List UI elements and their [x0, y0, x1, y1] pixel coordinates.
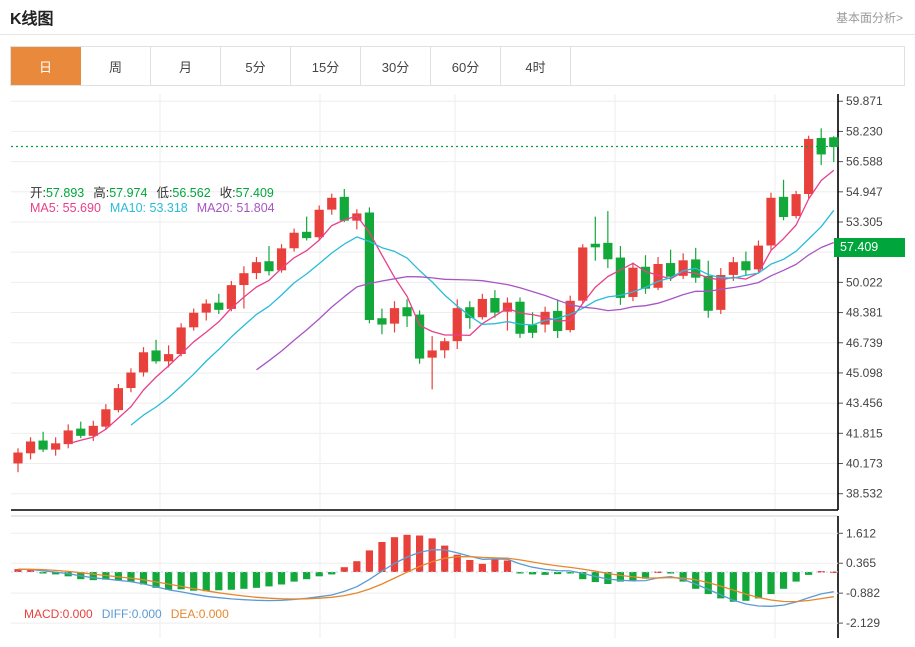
timeframe-tabbar: 日 周 月 5分 15分 30分 60分 4时 [10, 46, 905, 86]
current-price-badge: 57.409 [834, 238, 905, 257]
svg-text:53.305: 53.305 [846, 215, 883, 229]
tab-4hour[interactable]: 4时 [501, 47, 571, 85]
candlestick-chart-canvas[interactable]: 59.87158.23056.58854.94753.30551.66450.0… [10, 86, 915, 638]
fundamental-analysis-link[interactable]: 基本面分析> [835, 10, 903, 25]
svg-text:54.947: 54.947 [846, 185, 883, 199]
svg-text:48.381: 48.381 [846, 306, 883, 320]
tab-60min[interactable]: 60分 [431, 47, 501, 85]
svg-text:50.022: 50.022 [846, 275, 883, 289]
svg-text:56.588: 56.588 [846, 155, 883, 169]
svg-text:46.739: 46.739 [846, 336, 883, 350]
page-header: K线图 基本面分析> [0, 0, 915, 35]
svg-text:40.173: 40.173 [846, 457, 883, 471]
svg-text:-2.129: -2.129 [846, 616, 880, 630]
chart-area[interactable]: 59.87158.23056.58854.94753.30551.66450.0… [10, 86, 915, 638]
tab-week[interactable]: 周 [81, 47, 151, 85]
tabbar-filler [571, 47, 904, 85]
tab-day[interactable]: 日 [11, 47, 81, 85]
tab-month[interactable]: 月 [151, 47, 221, 85]
tab-15min[interactable]: 15分 [291, 47, 361, 85]
tab-5min[interactable]: 5分 [221, 47, 291, 85]
tab-30min[interactable]: 30分 [361, 47, 431, 85]
svg-text:59.871: 59.871 [846, 94, 883, 108]
svg-text:43.456: 43.456 [846, 396, 883, 410]
svg-text:0.365: 0.365 [846, 556, 876, 570]
svg-text:1.612: 1.612 [846, 526, 876, 540]
svg-text:45.098: 45.098 [846, 366, 883, 380]
svg-text:58.230: 58.230 [846, 124, 883, 138]
svg-text:41.815: 41.815 [846, 426, 883, 440]
svg-text:38.532: 38.532 [846, 487, 883, 501]
svg-text:-0.882: -0.882 [846, 586, 880, 600]
page-title: K线图 [10, 11, 54, 28]
